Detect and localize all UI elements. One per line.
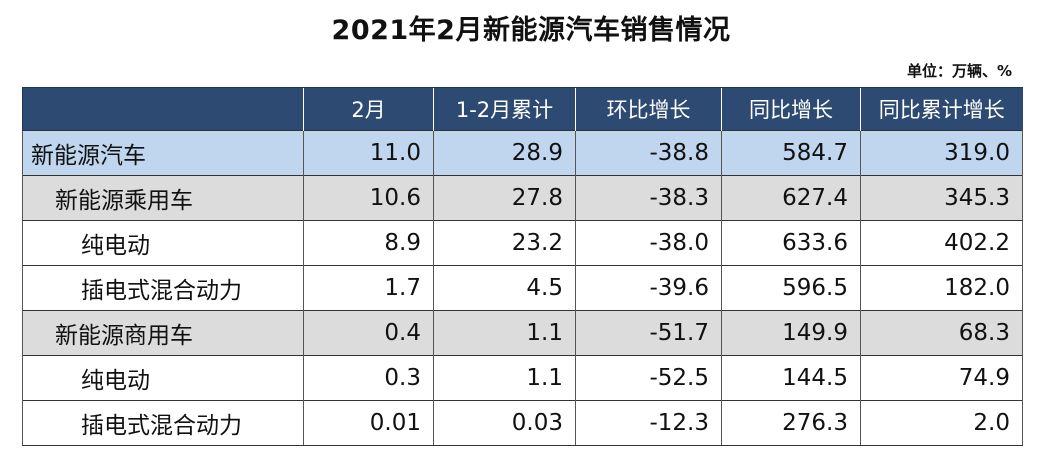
mom-growth-value: -38.3: [575, 175, 722, 221]
yoy-growth-value: 627.4: [721, 175, 861, 221]
header-yoy-growth: 同比增长: [721, 87, 861, 131]
cumulative-value: 28.9: [433, 130, 576, 176]
row-label: 新能源商用车: [22, 310, 304, 356]
header-category: [22, 87, 304, 131]
row-label: 插电式混合动力: [22, 400, 304, 446]
yoy-growth-value: 276.3: [721, 400, 861, 446]
page-title: 2021年2月新能源汽车销售情况: [331, 15, 731, 46]
row-label: 插电式混合动力: [22, 265, 304, 311]
mom-growth-value: -51.7: [575, 310, 722, 356]
row-label: 纯电动: [22, 355, 304, 401]
mom-growth-value: -39.6: [575, 265, 722, 311]
yoy-cumulative-value: 345.3: [860, 175, 1023, 221]
mom-growth-value: -38.8: [575, 130, 722, 176]
cumulative-value: 0.03: [433, 400, 576, 446]
yoy-cumulative-value: 68.3: [860, 310, 1023, 356]
cumulative-value: 1.1: [433, 310, 576, 356]
feb-value: 0.3: [303, 355, 434, 401]
table-row: 新能源汽车 11.0 28.9 -38.8 584.7 319.0: [22, 130, 1023, 176]
cumulative-value: 23.2: [433, 220, 576, 266]
feb-value: 1.7: [303, 265, 434, 311]
yoy-growth-value: 149.9: [721, 310, 861, 356]
yoy-cumulative-value: 2.0: [860, 400, 1023, 446]
header-jan-feb-cumulative: 1-2月累计: [433, 87, 576, 131]
table-row: 新能源乘用车 10.6 27.8 -38.3 627.4 345.3: [22, 175, 1023, 221]
mom-growth-value: -12.3: [575, 400, 722, 446]
yoy-cumulative-value: 319.0: [860, 130, 1023, 176]
yoy-cumulative-value: 74.9: [860, 355, 1023, 401]
table-row: 插电式混合动力 0.01 0.03 -12.3 276.3 2.0: [22, 400, 1023, 446]
table-row: 纯电动 8.9 23.2 -38.0 633.6 402.2: [22, 220, 1023, 266]
feb-value: 0.4: [303, 310, 434, 356]
cumulative-value: 27.8: [433, 175, 576, 221]
mom-growth-value: -38.0: [575, 220, 722, 266]
sales-table: 2月 1-2月累计 环比增长 同比增长 同比累计增长 新能源汽车 11.0 28.9…: [22, 87, 1023, 446]
table-row: 纯电动 0.3 1.1 -52.5 144.5 74.9: [22, 355, 1023, 401]
header-feb: 2月: [303, 87, 434, 131]
table-header-row: 2月 1-2月累计 环比增长 同比增长 同比累计增长: [22, 87, 1023, 131]
feb-value: 11.0: [303, 130, 434, 176]
yoy-growth-value: 144.5: [721, 355, 861, 401]
mom-growth-value: -52.5: [575, 355, 722, 401]
feb-value: 0.01: [303, 400, 434, 446]
cumulative-value: 4.5: [433, 265, 576, 311]
yoy-cumulative-value: 402.2: [860, 220, 1023, 266]
cumulative-value: 1.1: [433, 355, 576, 401]
table-row: 插电式混合动力 1.7 4.5 -39.6 596.5 182.0: [22, 265, 1023, 311]
table-row: 新能源商用车 0.4 1.1 -51.7 149.9 68.3: [22, 310, 1023, 356]
row-label: 新能源汽车: [22, 130, 304, 176]
feb-value: 8.9: [303, 220, 434, 266]
header-yoy-cumulative-growth: 同比累计增长: [860, 87, 1023, 131]
yoy-growth-value: 596.5: [721, 265, 861, 311]
unit-label: 单位：万辆、%: [906, 62, 1012, 80]
row-label: 纯电动: [22, 220, 304, 266]
yoy-growth-value: 633.6: [721, 220, 861, 266]
row-label: 新能源乘用车: [22, 175, 304, 221]
yoy-cumulative-value: 182.0: [860, 265, 1023, 311]
feb-value: 10.6: [303, 175, 434, 221]
header-mom-growth: 环比增长: [575, 87, 722, 131]
yoy-growth-value: 584.7: [721, 130, 861, 176]
